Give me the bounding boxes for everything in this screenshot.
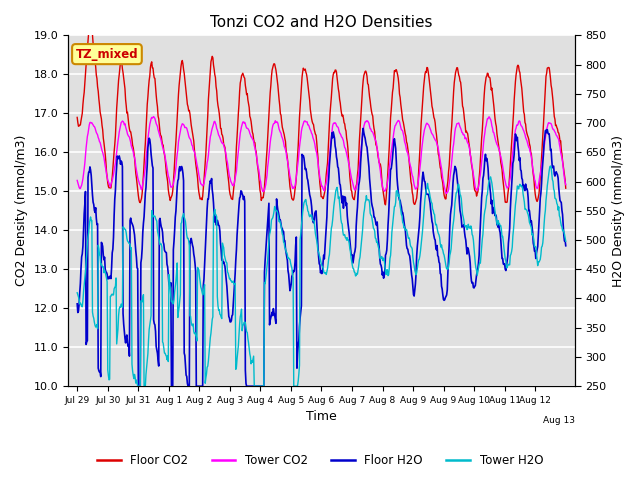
- X-axis label: Time: Time: [306, 410, 337, 423]
- Legend: Floor CO2, Tower CO2, Floor H2O, Tower H2O: Floor CO2, Tower CO2, Floor H2O, Tower H…: [92, 449, 548, 472]
- Text: Aug 13: Aug 13: [543, 416, 575, 425]
- Text: TZ_mixed: TZ_mixed: [76, 48, 138, 60]
- Title: Tonzi CO2 and H2O Densities: Tonzi CO2 and H2O Densities: [210, 15, 433, 30]
- Y-axis label: H2O Density (mmol/m3): H2O Density (mmol/m3): [612, 135, 625, 287]
- Y-axis label: CO2 Density (mmol/m3): CO2 Density (mmol/m3): [15, 135, 28, 287]
